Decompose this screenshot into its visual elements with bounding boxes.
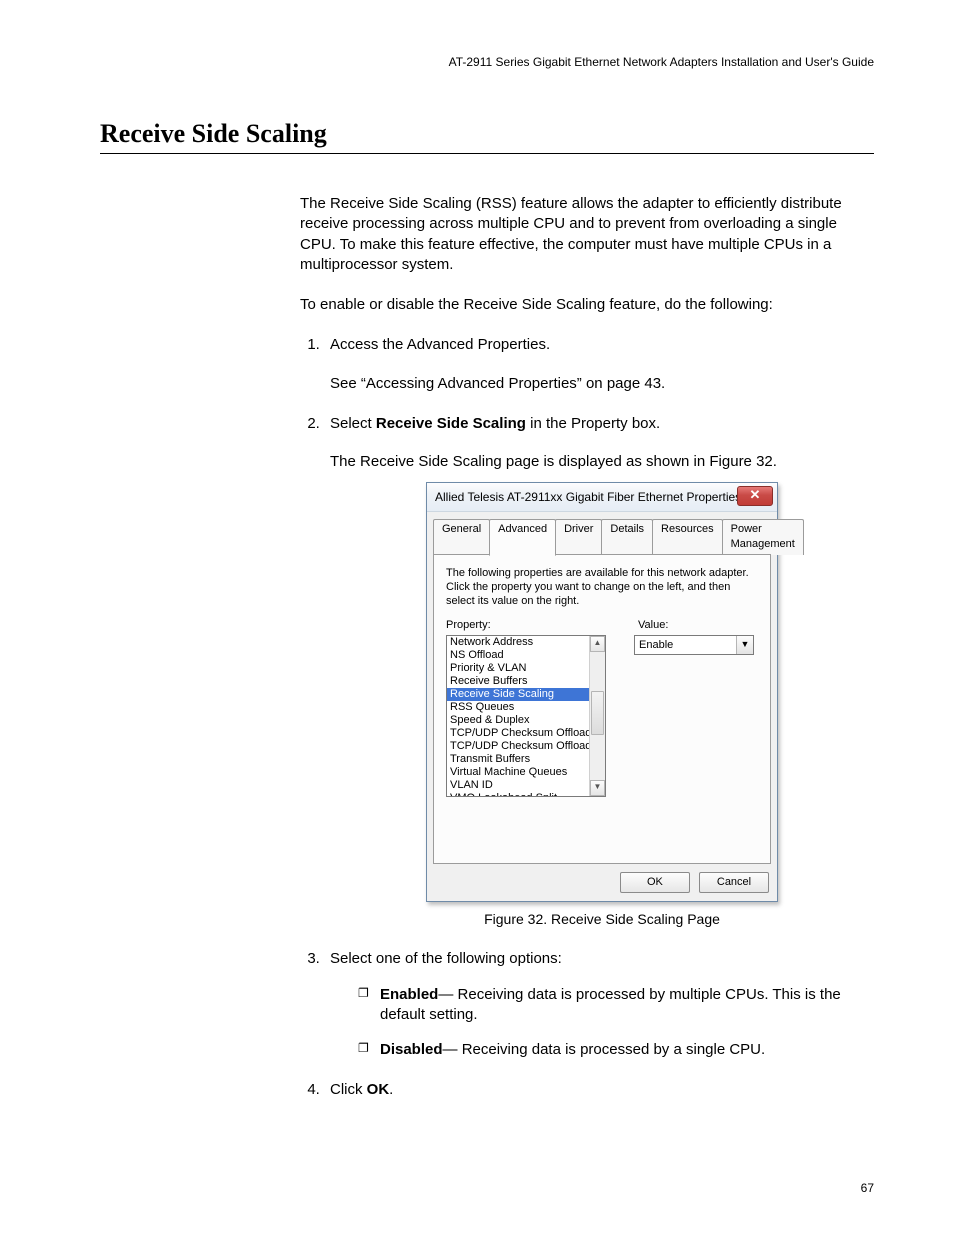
option-disabled: Disabled— Receiving data is processed by… bbox=[358, 1040, 874, 1060]
panel-description: The following properties are available f… bbox=[446, 567, 758, 608]
step-1-text: Access the Advanced Properties. bbox=[330, 336, 550, 353]
combobox-arrow[interactable]: ▼ bbox=[736, 636, 753, 654]
listbox-scrollbar[interactable]: ▲ ▼ bbox=[589, 636, 605, 796]
chevron-down-icon: ▼ bbox=[741, 639, 750, 649]
property-item[interactable]: TCP/UDP Checksum Offload (IPv4 bbox=[447, 727, 590, 740]
property-item[interactable]: Speed & Duplex bbox=[447, 714, 590, 727]
step-3: Select one of the following options: Ena… bbox=[324, 949, 874, 1060]
step-4: Click OK. bbox=[324, 1080, 874, 1100]
scroll-thumb[interactable] bbox=[591, 691, 604, 735]
figure-caption: Figure 32. Receive Side Scaling Page bbox=[330, 910, 874, 929]
option-disabled-bold: Disabled bbox=[380, 1041, 443, 1058]
tab-resources[interactable]: Resources bbox=[652, 519, 723, 555]
ok-button[interactable]: OK bbox=[620, 872, 690, 893]
tabs-row: GeneralAdvancedDriverDetailsResourcesPow… bbox=[433, 519, 771, 555]
option-disabled-text: — Receiving data is processed by a singl… bbox=[443, 1041, 766, 1058]
dialog-titlebar: Allied Telesis AT-2911xx Gigabit Fiber E… bbox=[427, 483, 777, 512]
advanced-tabpanel: The following properties are available f… bbox=[433, 554, 771, 864]
tab-power-management[interactable]: Power Management bbox=[722, 519, 804, 555]
step-4-post: . bbox=[389, 1081, 393, 1098]
option-list: Enabled— Receiving data is processed by … bbox=[330, 985, 874, 1060]
value-combobox[interactable]: Enable ▼ bbox=[634, 635, 754, 655]
option-enabled-bold: Enabled bbox=[380, 986, 438, 1003]
property-item[interactable]: Transmit Buffers bbox=[447, 753, 590, 766]
property-label: Property: bbox=[446, 618, 606, 633]
option-enabled-text: — Receiving data is processed by multipl… bbox=[380, 986, 841, 1023]
step-1: Access the Advanced Properties. See “Acc… bbox=[324, 335, 874, 394]
scroll-up-button[interactable]: ▲ bbox=[590, 636, 605, 652]
lead-paragraph: To enable or disable the Receive Side Sc… bbox=[300, 295, 874, 315]
step-3-text: Select one of the following options: bbox=[330, 950, 562, 967]
step-2: Select Receive Side Scaling in the Prope… bbox=[324, 414, 874, 929]
close-button[interactable]: ✕ bbox=[737, 486, 773, 506]
dialog-title: Allied Telesis AT-2911xx Gigabit Fiber E… bbox=[435, 490, 741, 504]
property-item[interactable]: TCP/UDP Checksum Offload (IPv6 bbox=[447, 740, 590, 753]
tab-driver[interactable]: Driver bbox=[555, 519, 602, 555]
property-listbox[interactable]: Network AddressNS OffloadPriority & VLAN… bbox=[446, 635, 606, 797]
value-combobox-text: Enable bbox=[635, 636, 736, 654]
step-4-pre: Click bbox=[330, 1081, 367, 1098]
step-4-bold: OK bbox=[367, 1081, 390, 1098]
property-item[interactable]: NS Offload bbox=[447, 649, 590, 662]
property-item[interactable]: Priority & VLAN bbox=[447, 662, 590, 675]
cancel-button[interactable]: Cancel bbox=[699, 872, 769, 893]
tab-advanced[interactable]: Advanced bbox=[489, 519, 556, 556]
property-item[interactable]: Receive Side Scaling bbox=[447, 688, 590, 701]
property-item[interactable]: Network Address bbox=[447, 636, 590, 649]
property-item[interactable]: VMQ Lookahead Split bbox=[447, 792, 590, 796]
intro-paragraph: The Receive Side Scaling (RSS) feature a… bbox=[300, 194, 874, 275]
property-item[interactable]: RSS Queues bbox=[447, 701, 590, 714]
step-2-pre: Select bbox=[330, 415, 376, 432]
value-column: Enable ▼ bbox=[634, 635, 758, 655]
step-2-sub: The Receive Side Scaling page is display… bbox=[330, 452, 874, 472]
property-item[interactable]: Virtual Machine Queues bbox=[447, 766, 590, 779]
document-page: AT-2911 Series Gigabit Ethernet Network … bbox=[0, 0, 954, 1235]
property-item[interactable]: VLAN ID bbox=[447, 779, 590, 792]
dialog-buttons: OK Cancel bbox=[427, 864, 777, 901]
panel-labels-row: Property: Value: bbox=[446, 618, 758, 633]
property-item[interactable]: Receive Buffers bbox=[447, 675, 590, 688]
properties-dialog: Allied Telesis AT-2911xx Gigabit Fiber E… bbox=[426, 482, 778, 902]
page-number: 67 bbox=[861, 1181, 874, 1195]
option-enabled: Enabled— Receiving data is processed by … bbox=[358, 985, 874, 1026]
figure-32: Allied Telesis AT-2911xx Gigabit Fiber E… bbox=[330, 482, 874, 929]
step-1-sub: See “Accessing Advanced Properties” on p… bbox=[330, 374, 874, 394]
tab-strip: GeneralAdvancedDriverDetailsResourcesPow… bbox=[427, 512, 777, 864]
step-list: Access the Advanced Properties. See “Acc… bbox=[300, 335, 874, 1100]
property-row: Network AddressNS OffloadPriority & VLAN… bbox=[446, 635, 758, 797]
listbox-inner: Network AddressNS OffloadPriority & VLAN… bbox=[447, 636, 590, 796]
close-icon: ✕ bbox=[750, 487, 761, 502]
step-2-post: in the Property box. bbox=[526, 415, 660, 432]
value-label: Value: bbox=[638, 618, 758, 633]
tab-general[interactable]: General bbox=[433, 519, 490, 555]
step-2-bold: Receive Side Scaling bbox=[376, 415, 526, 432]
title-rule bbox=[100, 153, 874, 154]
tab-details[interactable]: Details bbox=[601, 519, 653, 555]
body-column: The Receive Side Scaling (RSS) feature a… bbox=[300, 194, 874, 1100]
section-title: Receive Side Scaling bbox=[100, 119, 874, 149]
scroll-down-button[interactable]: ▼ bbox=[590, 780, 605, 796]
running-header: AT-2911 Series Gigabit Ethernet Network … bbox=[100, 55, 874, 69]
